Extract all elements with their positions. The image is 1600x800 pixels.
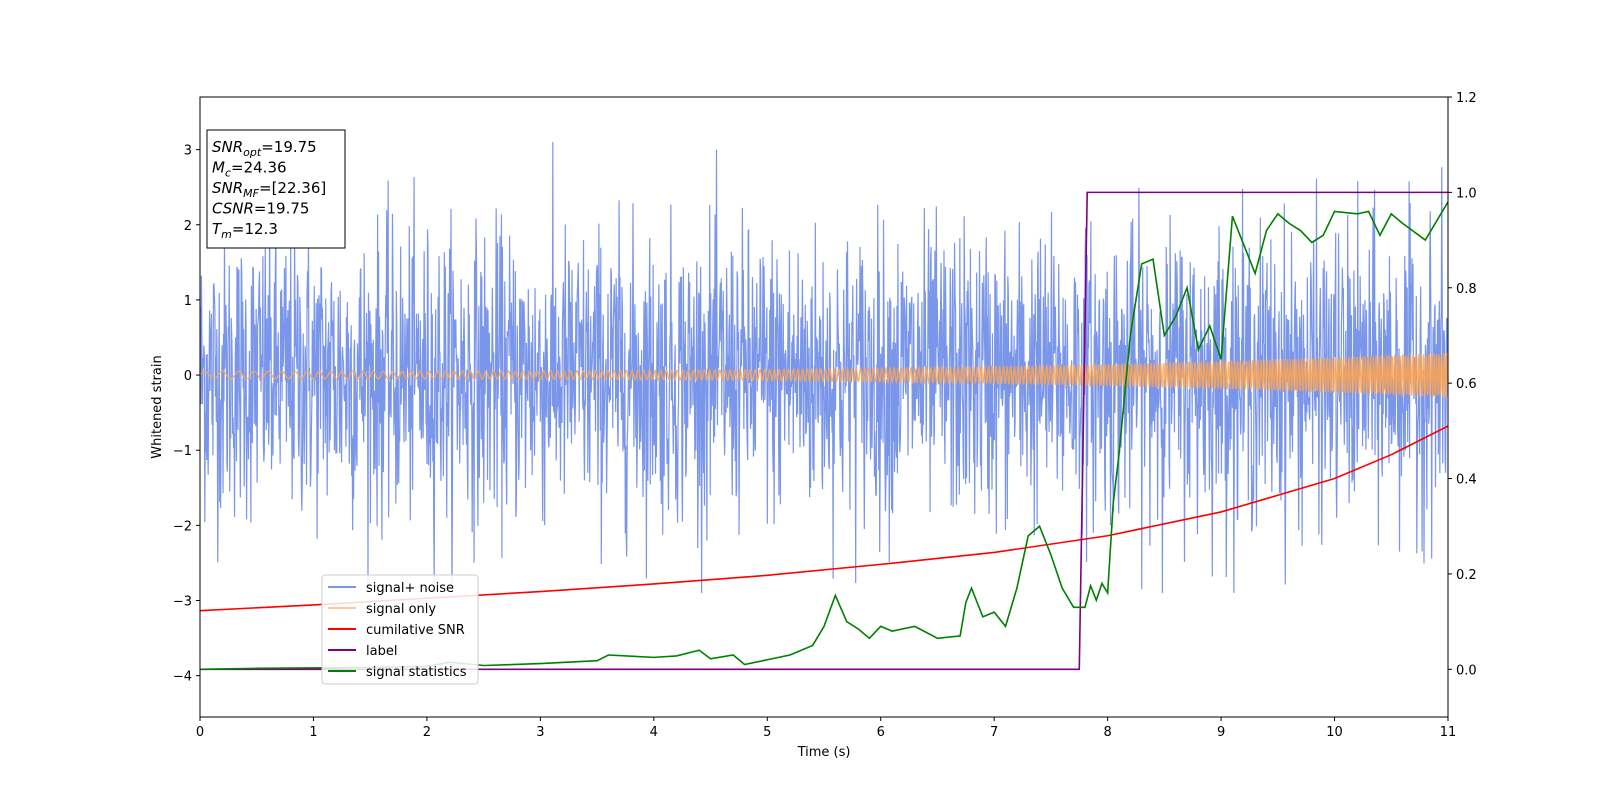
series-label-line — [200, 191, 1448, 671]
y-tick-label: 3 — [184, 144, 192, 159]
x-tick-label: 3 — [536, 725, 544, 740]
x-tick-label: 10 — [1326, 725, 1343, 740]
x-tick-label: 11 — [1440, 725, 1457, 740]
y2-tick-label: 1.0 — [1456, 186, 1477, 201]
y-tick-label: −4 — [173, 670, 192, 685]
legend-label: signal only — [366, 602, 436, 617]
y-axis-label: Whitened strain — [150, 355, 165, 458]
y2-tick-label: 0.8 — [1456, 282, 1477, 297]
annotation-line: CSNR=19.75 — [212, 200, 309, 218]
x-tick-label: 1 — [309, 725, 317, 740]
y-axis-right: 0.0 0.2 0.4 0.6 0.8 1.0 1.2 — [1448, 91, 1477, 678]
x-tick-label: 0 — [196, 725, 204, 740]
y2-tick-label: 0.6 — [1456, 377, 1477, 392]
legend-box — [321, 574, 479, 685]
x-tick-label: 6 — [877, 725, 885, 740]
legend-label: cumilative SNR — [366, 623, 465, 638]
annotation-line: SNRMF=[22.36] — [212, 179, 326, 200]
x-tick-label: 9 — [1217, 725, 1225, 740]
annotation-line: SNRopt=19.75 — [212, 138, 317, 159]
y-tick-label: 1 — [184, 294, 192, 309]
y-axis-left: −4 −3 −2 −1 0 1 2 3 — [173, 144, 200, 685]
stats-annotation-box: SNRopt=19.75Mc=24.36SNRMF=[22.36]CSNR=19… — [206, 129, 346, 249]
axes-frame — [199, 96, 1449, 718]
legend-label: label — [366, 644, 397, 659]
x-tick-label: 2 — [423, 725, 431, 740]
y2-tick-label: 0.0 — [1456, 663, 1477, 678]
series-signal-only-line — [200, 352, 1448, 398]
x-axis: 0 1 2 3 4 5 6 7 8 9 10 11 — [196, 717, 1456, 740]
x-tick-label: 7 — [990, 725, 998, 740]
series-signal-statistics-line — [200, 201, 1448, 671]
x-axis-label: Time (s) — [797, 745, 851, 760]
y-tick-label: −3 — [173, 595, 192, 610]
y-tick-label: 2 — [184, 219, 192, 234]
y-tick-label: −1 — [173, 444, 192, 459]
annotation-line: Tm=12.3 — [212, 220, 278, 241]
legend-label: signal+ noise — [366, 581, 454, 596]
y2-tick-label: 0.4 — [1456, 473, 1477, 488]
legend-label: signal statistics — [366, 665, 467, 680]
annotation-line: Mc=24.36 — [212, 159, 287, 180]
annotation-box — [206, 129, 346, 249]
x-tick-label: 4 — [650, 725, 658, 740]
y2-tick-label: 1.2 — [1456, 91, 1477, 106]
legend: signal+ noise signal only cumilative SNR la… — [321, 574, 479, 685]
series-signal-noise-line — [200, 142, 1448, 594]
y2-tick-label: 0.2 — [1456, 568, 1477, 583]
x-tick-label: 5 — [763, 725, 771, 740]
x-tick-label: 8 — [1103, 725, 1111, 740]
y-tick-label: −2 — [173, 519, 192, 534]
y-tick-label: 0 — [184, 369, 192, 384]
